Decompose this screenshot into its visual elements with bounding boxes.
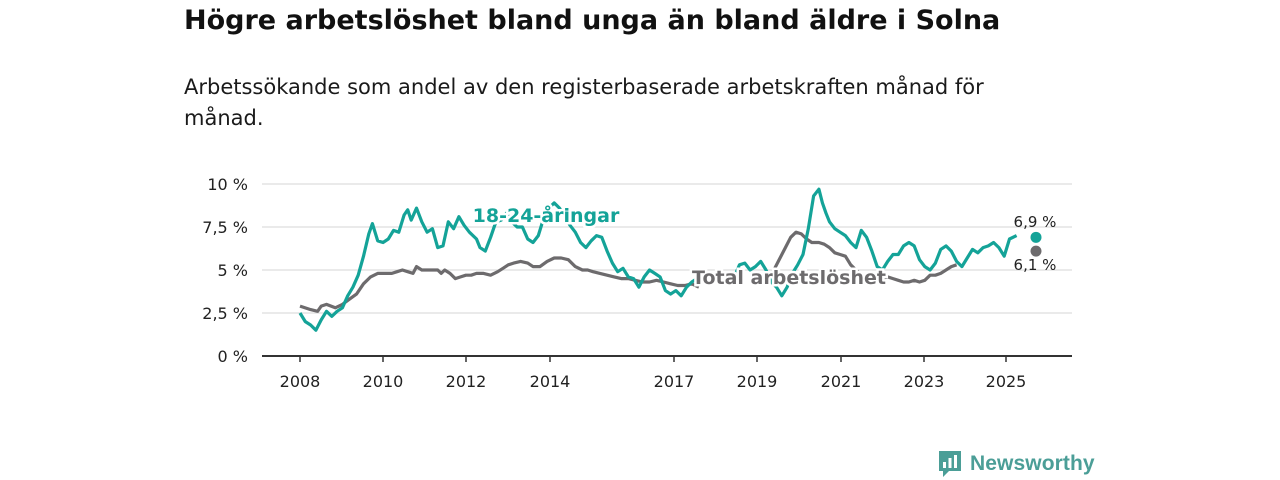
newsworthy-brand: Newsworthy [937, 448, 1095, 480]
y-tick-label: 5 % [218, 261, 248, 280]
series-labels: 6,9 % 6,1 % 18-24-åringar Total arbetslöshe… [470, 201, 1057, 292]
youth-end-label: 6,9 % [1014, 213, 1057, 231]
total-end-label: 6,1 % [1014, 256, 1057, 274]
y-tick-label: 2,5 % [202, 304, 248, 323]
x-tick-label: 2017 [654, 372, 695, 391]
x-tick-label: 2023 [904, 372, 945, 391]
brand-name: Newsworthy [970, 452, 1095, 475]
chart-title: Högre arbetslöshet bland unga än bland ä… [184, 5, 1001, 36]
x-tick-labels: 2008 2010 2012 2014 2017 2019 2021 2023 2025 [280, 356, 1027, 391]
x-tick-label: 2010 [363, 372, 404, 391]
x-tick-label: 2025 [986, 372, 1027, 391]
newsworthy-logo-icon [939, 451, 961, 477]
x-tick-label: 2021 [821, 372, 862, 391]
y-tick-label: 0 % [218, 347, 248, 366]
total-end-marker [1030, 245, 1042, 257]
gridlines [262, 183, 1072, 357]
y-tick-labels: 0 % 2,5 % 5 % 7,5 % 10 % [202, 175, 248, 366]
total-line-segment [771, 230, 958, 284]
y-tick-label: 10 % [207, 175, 248, 194]
youth-line [298, 187, 1018, 332]
y-tick-label: 7,5 % [202, 218, 248, 237]
chart-subtitle: Arbetssökande som andel av den registerb… [184, 75, 984, 130]
x-tick-label: 2019 [737, 372, 778, 391]
youth-series-label: 18-24-åringar [473, 203, 620, 227]
youth-end-marker [1030, 231, 1042, 243]
series-lines [298, 187, 1018, 332]
x-tick-label: 2014 [530, 372, 571, 391]
total-series-label: Total arbetslöshet [692, 267, 886, 289]
x-tick-label: 2008 [280, 372, 321, 391]
total-line [299, 256, 700, 313]
x-tick-label: 2012 [446, 372, 487, 391]
